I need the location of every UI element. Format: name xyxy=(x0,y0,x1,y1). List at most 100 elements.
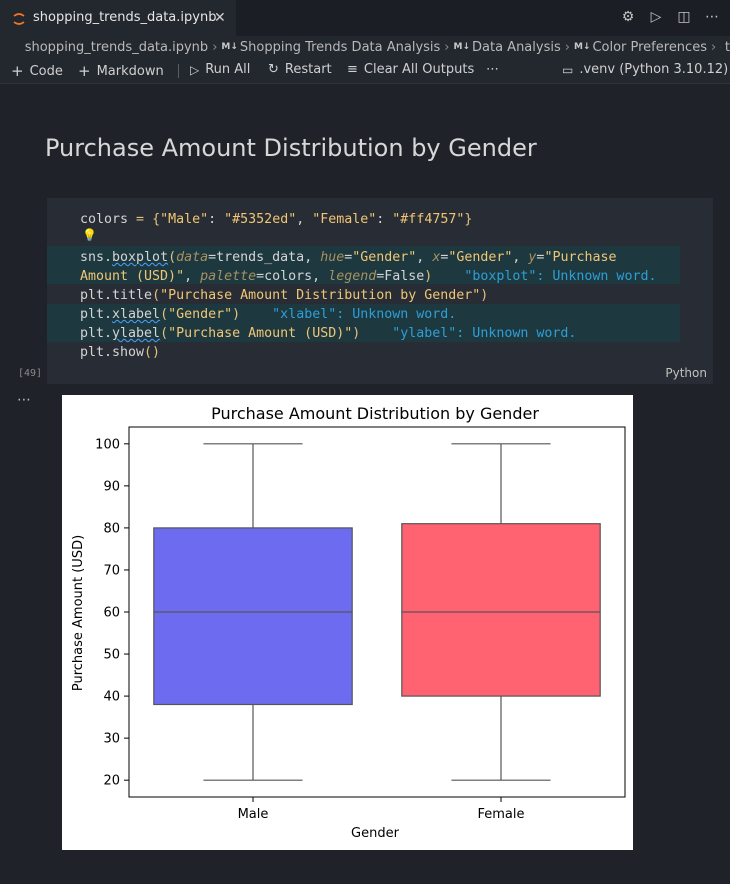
add-code-label: Code xyxy=(29,63,63,79)
code-token: : xyxy=(208,212,225,227)
code-token: "#5352ed" xyxy=(224,212,297,227)
add-markdown-label: Markdown xyxy=(96,63,164,79)
code-token: : xyxy=(376,212,393,227)
code-token: hue xyxy=(320,250,345,265)
code-token: { xyxy=(152,212,161,227)
code-token: Amount (USD)" xyxy=(80,269,185,284)
code-token: plt. xyxy=(80,307,113,322)
code-token: "Gender" xyxy=(352,250,417,265)
boxplot-chart: Purchase Amount Distribution by Gender 2… xyxy=(71,404,626,841)
breadcrumb-item-trailing[interactable]: t xyxy=(724,39,730,55)
y-tick-label: 60 xyxy=(103,606,120,621)
clear-all-label: Clear All Outputs xyxy=(363,62,475,77)
markdown-icon: M↓ xyxy=(573,42,591,52)
notebook-area: Purchase Amount Distribution by Gender c… xyxy=(0,85,730,884)
close-icon[interactable]: ✕ xyxy=(214,10,226,26)
add-code-button[interactable]: + Code xyxy=(11,62,63,80)
code-token: "Purchase xyxy=(544,250,617,265)
kernel-label: .venv (Python 3.10.12) xyxy=(579,62,729,77)
plus-icon: + xyxy=(11,62,24,80)
code-token: , xyxy=(416,250,433,265)
code-token: ) xyxy=(424,269,433,284)
code-token: =colors, xyxy=(256,269,329,284)
restart-label: Restart xyxy=(284,62,332,77)
code-token: ( xyxy=(152,288,161,303)
run-icon[interactable]: ▷ xyxy=(650,9,662,25)
code-token: palette xyxy=(200,269,257,284)
code-token: boxplot xyxy=(112,250,169,265)
code-token: plt. xyxy=(80,326,113,341)
clear-outputs-icon: ≡ xyxy=(347,62,358,77)
execution-count: [49] xyxy=(18,368,43,379)
output-more-icon[interactable]: ⋯ xyxy=(17,392,32,408)
chevron-right-icon: › xyxy=(710,39,717,55)
code-token: = xyxy=(536,250,545,265)
clear-all-outputs-button[interactable]: ≡ Clear All Outputs xyxy=(347,62,474,77)
code-token: , xyxy=(512,250,529,265)
code-token: colors xyxy=(80,212,129,227)
breadcrumb-file[interactable]: shopping_trends_data.ipynb xyxy=(24,39,209,55)
cell-language[interactable]: Python xyxy=(665,366,707,380)
code-token: = xyxy=(344,250,353,265)
chart-title: Purchase Amount Distribution by Gender xyxy=(211,404,539,423)
y-axis-label: Purchase Amount (USD) xyxy=(71,535,86,691)
markdown-icon: M↓ xyxy=(221,42,238,52)
code-token: , xyxy=(184,269,201,284)
markdown-heading: Purchase Amount Distribution by Gender xyxy=(45,134,537,162)
spell-check-hint: "xlabel": Unknown word. xyxy=(240,307,457,322)
markdown-icon: M↓ xyxy=(453,42,471,52)
toolbar-more-button[interactable]: ⋯ xyxy=(486,62,499,77)
code-token: ylabel xyxy=(112,326,161,341)
breadcrumb-item-analysis[interactable]: Shopping Trends Data Analysis xyxy=(239,39,441,55)
code-token: ) xyxy=(352,326,361,341)
breadcrumb-item-data-analysis[interactable]: Data Analysis xyxy=(472,39,561,55)
y-tick-label: 100 xyxy=(95,437,120,452)
chart-output: Purchase Amount Distribution by Gender 2… xyxy=(62,395,633,850)
tab-filename: shopping_trends_data.ipynb xyxy=(33,10,217,25)
code-token: sns. xyxy=(80,250,113,265)
code-line: Amount (USD)", palette=colors, legend=Fa… xyxy=(80,267,656,286)
more-icon[interactable]: ⋯ xyxy=(705,9,719,25)
lightbulb-icon[interactable]: 💡 xyxy=(82,228,97,242)
code-token: = xyxy=(440,250,449,265)
code-token: x xyxy=(432,250,441,265)
y-tick-label: 30 xyxy=(103,732,120,747)
run-all-label: Run All xyxy=(205,62,251,77)
code-token: =False xyxy=(376,269,425,284)
editor-tab[interactable]: shopping_trends_data.ipynb ✕ xyxy=(0,0,236,36)
code-token: ) xyxy=(480,288,489,303)
kernel-picker[interactable]: ▭ .venv (Python 3.10.12) xyxy=(562,62,728,77)
code-token: legend xyxy=(328,269,377,284)
add-markdown-button[interactable]: + Markdown xyxy=(78,62,164,80)
chevron-right-icon: › xyxy=(212,39,218,55)
code-token: xlabel xyxy=(112,307,161,322)
run-all-button[interactable]: ▷ Run All xyxy=(190,62,250,77)
settings-icon[interactable]: ⚙ xyxy=(621,9,635,25)
code-token: data xyxy=(176,250,209,265)
kernel-icon: ▭ xyxy=(562,62,574,77)
y-tick-label: 40 xyxy=(103,690,120,705)
box-male xyxy=(153,527,353,706)
code-line: sns.boxplot(data=trends_data, hue="Gende… xyxy=(80,248,656,267)
more-icon: ⋯ xyxy=(486,62,499,77)
code-cell[interactable]: colors = {"Male": "#5352ed", "Female": "… xyxy=(47,198,713,384)
split-editor-icon[interactable]: ◫ xyxy=(677,9,691,25)
breadcrumb-item-color-preferences[interactable]: Color Preferences xyxy=(592,39,707,55)
code-line: colors = {"Male": "#5352ed", "Female": "… xyxy=(80,210,656,229)
code-token: () xyxy=(144,345,161,360)
restart-button[interactable]: ↻ Restart xyxy=(268,62,332,77)
code-token: "Female" xyxy=(312,212,377,227)
code-token: ( xyxy=(160,307,169,322)
y-tick-label: 50 xyxy=(103,648,120,663)
y-tick-label: 80 xyxy=(103,521,120,536)
code-token: plt.show xyxy=(80,345,145,360)
python-icon xyxy=(720,46,721,48)
code-token: "Purchase Amount (USD)" xyxy=(168,326,353,341)
spell-check-hint: "ylabel": Unknown word. xyxy=(360,326,577,341)
code-token: "Male" xyxy=(160,212,209,227)
code-token: "Gender" xyxy=(448,250,513,265)
code-token: "Gender" xyxy=(168,307,233,322)
plus-icon: + xyxy=(78,62,91,80)
restart-icon: ↻ xyxy=(268,62,279,77)
code-editor[interactable]: colors = {"Male": "#5352ed", "Female": "… xyxy=(80,210,656,362)
